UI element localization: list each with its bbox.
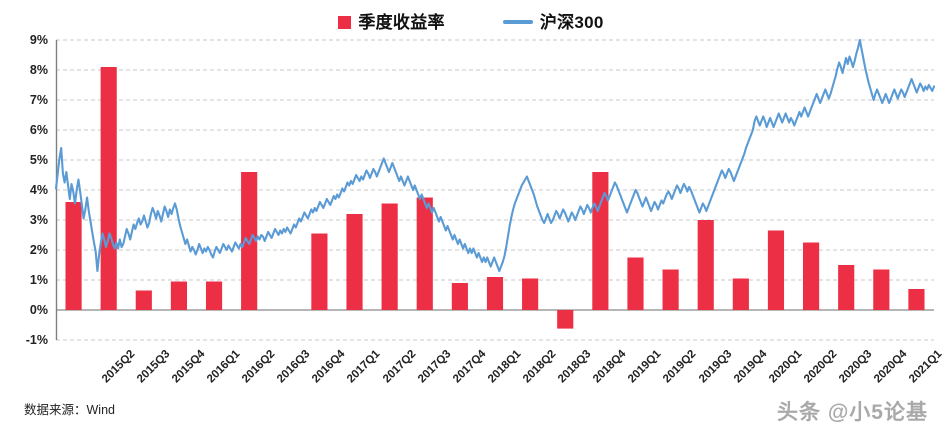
bar[interactable] [416,197,433,311]
y-tick-label: 8% [29,63,48,77]
legend-line-swatch-icon [502,20,533,24]
bar[interactable] [838,265,855,310]
plot-wrapper: 9% 8% 7% 6% 5% 4% 3% 2% 1% 0% -1% [0,33,942,350]
x-tick-label: 2019Q2 [661,348,699,386]
chart-legend: 季度收益率 沪深300 [0,8,942,36]
y-tick-label: 3% [29,213,48,227]
x-tick-label: 2018Q4 [591,348,629,386]
x-tick-label: 2015Q4 [169,348,208,386]
x-tick-label: 2016Q2 [240,348,278,386]
x-tick-label: 2018Q1 [485,348,524,386]
x-tick-label: 2019Q1 [626,348,664,386]
bar[interactable] [627,257,644,311]
bar[interactable] [803,242,820,311]
bar[interactable] [451,283,468,310]
x-tick-label: 2020Q3 [837,348,875,386]
legend-bar-swatch-icon [338,15,352,29]
bar[interactable] [170,281,187,311]
bar[interactable] [135,290,152,311]
x-tick-label: 2019Q4 [731,348,770,386]
legend-bar-label: 季度收益率 [358,12,445,32]
y-tick-label: 9% [29,33,48,47]
x-tick-label: 2020Q2 [801,348,840,386]
bar[interactable] [486,277,504,310]
x-tick-label: 2016Q1 [204,348,243,386]
y-tick-label: 2% [29,243,48,257]
y-tick-label: -1% [25,333,48,347]
x-tick-label: 2017Q2 [380,348,418,386]
x-tick-label: 2020Q1 [766,348,805,386]
x-tick-label: 2016Q4 [310,348,348,386]
plot-area [54,38,936,341]
x-tick-label: 2018Q2 [520,348,559,386]
x-tick-label: 2021Q1 [907,348,942,386]
bar[interactable] [732,278,749,311]
y-tick-label: 0% [29,303,48,317]
watermark: 头条 @小5论基 [777,401,928,424]
y-tick-label: 7% [29,93,48,107]
bar[interactable] [205,281,223,311]
bar[interactable] [697,220,714,310]
legend-item-line[interactable]: 沪深300 [502,12,604,32]
bar[interactable] [767,230,785,311]
x-tick-label: 2017Q3 [415,348,454,386]
legend-item-bar[interactable]: 季度收益率 [338,14,445,31]
x-tick-label: 2015Q2 [99,348,137,386]
y-tick-label: 4% [29,183,48,197]
bar[interactable] [908,289,925,310]
legend-line-label: 沪深300 [539,12,604,32]
line-series[interactable] [54,38,936,273]
bar[interactable] [65,202,82,310]
source-note: 数据来源：Wind [24,403,115,417]
bar[interactable] [557,310,574,329]
bar[interactable] [381,203,398,311]
chart-canvas [54,38,936,341]
x-tick-label: 2017Q1 [345,348,383,386]
x-tick-label: 2018Q3 [556,348,594,386]
bar[interactable] [873,269,890,311]
bar[interactable] [100,67,117,310]
x-tick-label: 2019Q3 [696,348,735,386]
x-tick-label: 2017Q4 [450,348,489,386]
bar[interactable] [346,214,363,310]
y-tick-label: 1% [29,273,48,287]
bar[interactable] [662,269,679,311]
y-axis-labels: 9% 8% 7% 6% 5% 4% 3% 2% 1% 0% -1% [0,33,52,347]
bar[interactable] [592,172,609,310]
x-tick-label: 2016Q3 [275,348,313,386]
y-tick-label: 6% [29,123,48,137]
x-tick-label: 2020Q4 [872,348,910,386]
bar[interactable] [522,278,539,311]
bar[interactable] [241,172,258,310]
x-tick-label: 2015Q3 [134,348,173,386]
y-tick-label: 5% [29,153,48,167]
bar[interactable] [311,233,328,311]
